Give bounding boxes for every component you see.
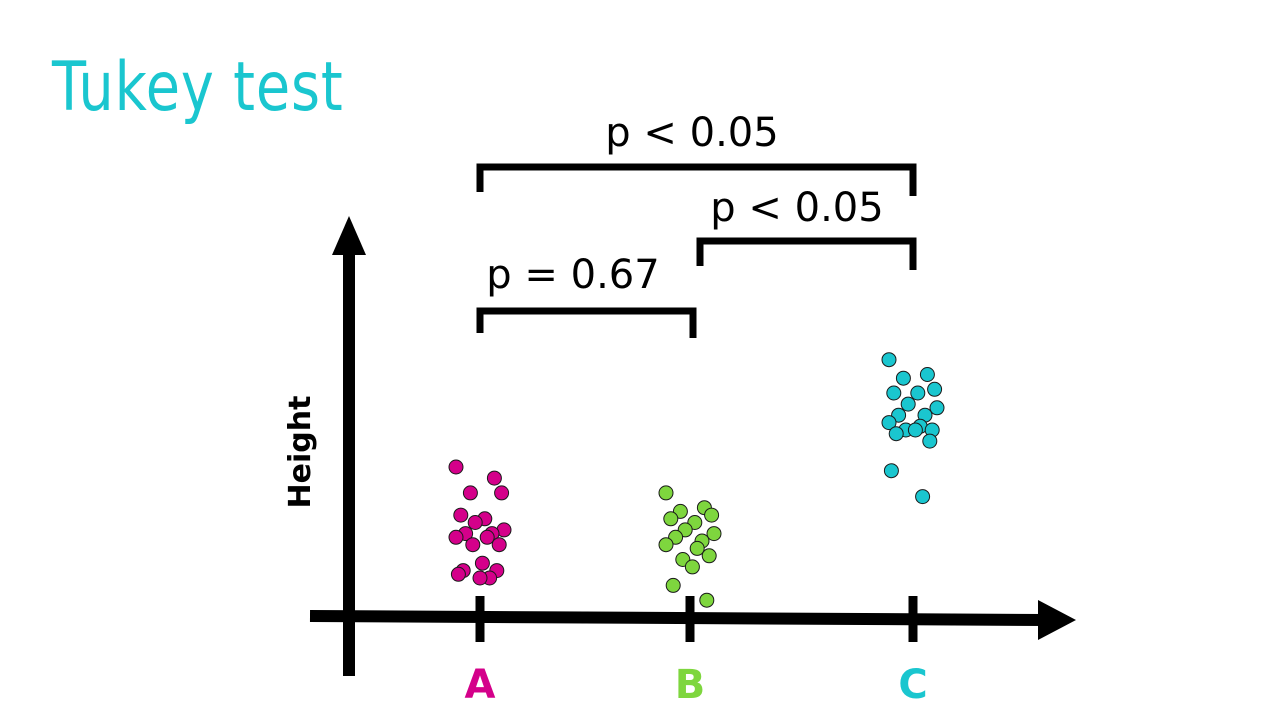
point-b: [684, 559, 700, 575]
y-axis-label: Height: [283, 396, 318, 509]
point-a: [462, 485, 478, 501]
point-c: [929, 400, 945, 416]
point-c: [883, 463, 899, 479]
y-axis-arrow: [332, 216, 366, 255]
bracket-b-c: [696, 237, 917, 270]
point-c: [895, 370, 911, 386]
point-c: [910, 385, 926, 401]
point-a: [479, 529, 495, 545]
point-c: [927, 381, 943, 397]
x-tick-label-c: C: [898, 662, 927, 708]
point-b: [689, 540, 705, 556]
point-a: [467, 515, 483, 530]
point-b: [658, 485, 674, 501]
bracket-a-b-label: p = 0.67: [486, 252, 659, 298]
point-c: [881, 352, 897, 368]
point-a: [474, 555, 490, 571]
point-b: [704, 507, 720, 523]
point-b: [663, 511, 679, 527]
point-c: [900, 396, 916, 412]
point-a: [453, 507, 469, 523]
point-c: [919, 367, 935, 382]
point-c: [888, 426, 904, 442]
point-b: [699, 592, 715, 608]
point-c: [907, 422, 923, 438]
point-a: [491, 537, 507, 553]
x-axis: [309, 610, 1046, 626]
x-tick-label-b: B: [675, 662, 706, 708]
point-b: [706, 526, 722, 542]
point-c: [922, 433, 938, 449]
point-b: [701, 548, 717, 564]
x-axis-arrow: [1038, 600, 1076, 640]
bracket-a-c: [476, 163, 917, 196]
point-a: [486, 470, 502, 486]
bracket-a-c-label: p < 0.05: [605, 110, 778, 156]
point-c: [915, 489, 931, 505]
point-a: [448, 459, 464, 475]
point-c: [881, 415, 897, 431]
point-c: [886, 385, 902, 401]
point-a: [494, 485, 510, 501]
point-a: [448, 529, 464, 545]
point-a: [472, 570, 488, 586]
page-title: Tukey test: [52, 48, 344, 127]
x-tick-label-a: A: [465, 662, 496, 708]
point-b: [658, 537, 674, 553]
point-a: [450, 566, 466, 582]
bracket-a-b: [476, 307, 697, 338]
point-b: [665, 577, 681, 593]
bracket-b-c-label: p < 0.05: [710, 185, 883, 231]
point-a: [465, 537, 481, 553]
